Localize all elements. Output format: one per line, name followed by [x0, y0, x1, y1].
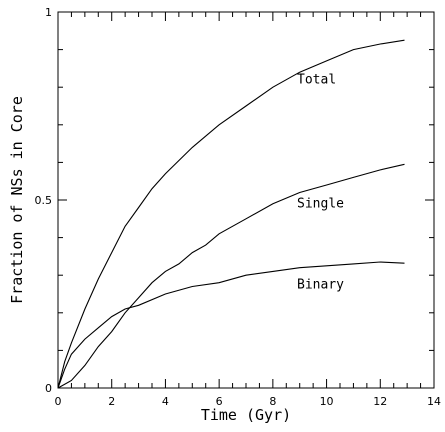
x-tick-label: 12 — [373, 395, 387, 408]
series-line-total — [57, 39, 405, 389]
x-tick-label: 4 — [162, 395, 169, 408]
series-annotations: Total Single Binary — [297, 72, 344, 292]
y-tick-label: 1 — [45, 6, 52, 19]
axis-ticks — [57, 11, 435, 389]
series-line-single — [57, 163, 405, 389]
axis-tick-labels: 0 2 4 6 8 10 12 14 0 0.5 1 — [35, 6, 442, 408]
x-tick-label: 8 — [269, 395, 276, 408]
series-label-single: Single — [297, 197, 344, 212]
series-line-binary — [57, 261, 405, 389]
x-axis-title: Time (Gyr) — [201, 406, 291, 424]
x-tick-label: 6 — [216, 395, 223, 408]
x-tick-label: 10 — [320, 395, 334, 408]
plot-frame — [57, 11, 435, 389]
x-tick-label: 14 — [427, 395, 441, 408]
x-tick-label: 2 — [108, 395, 115, 408]
y-tick-label: 0 — [45, 382, 52, 395]
y-axis-title: Fraction of NSs in Core — [8, 96, 26, 304]
series-label-total: Total — [297, 72, 336, 87]
x-tick-label: 0 — [55, 395, 62, 408]
series-label-binary: Binary — [297, 277, 344, 292]
y-tick-label: 0.5 — [35, 194, 53, 207]
series-lines — [57, 39, 405, 389]
